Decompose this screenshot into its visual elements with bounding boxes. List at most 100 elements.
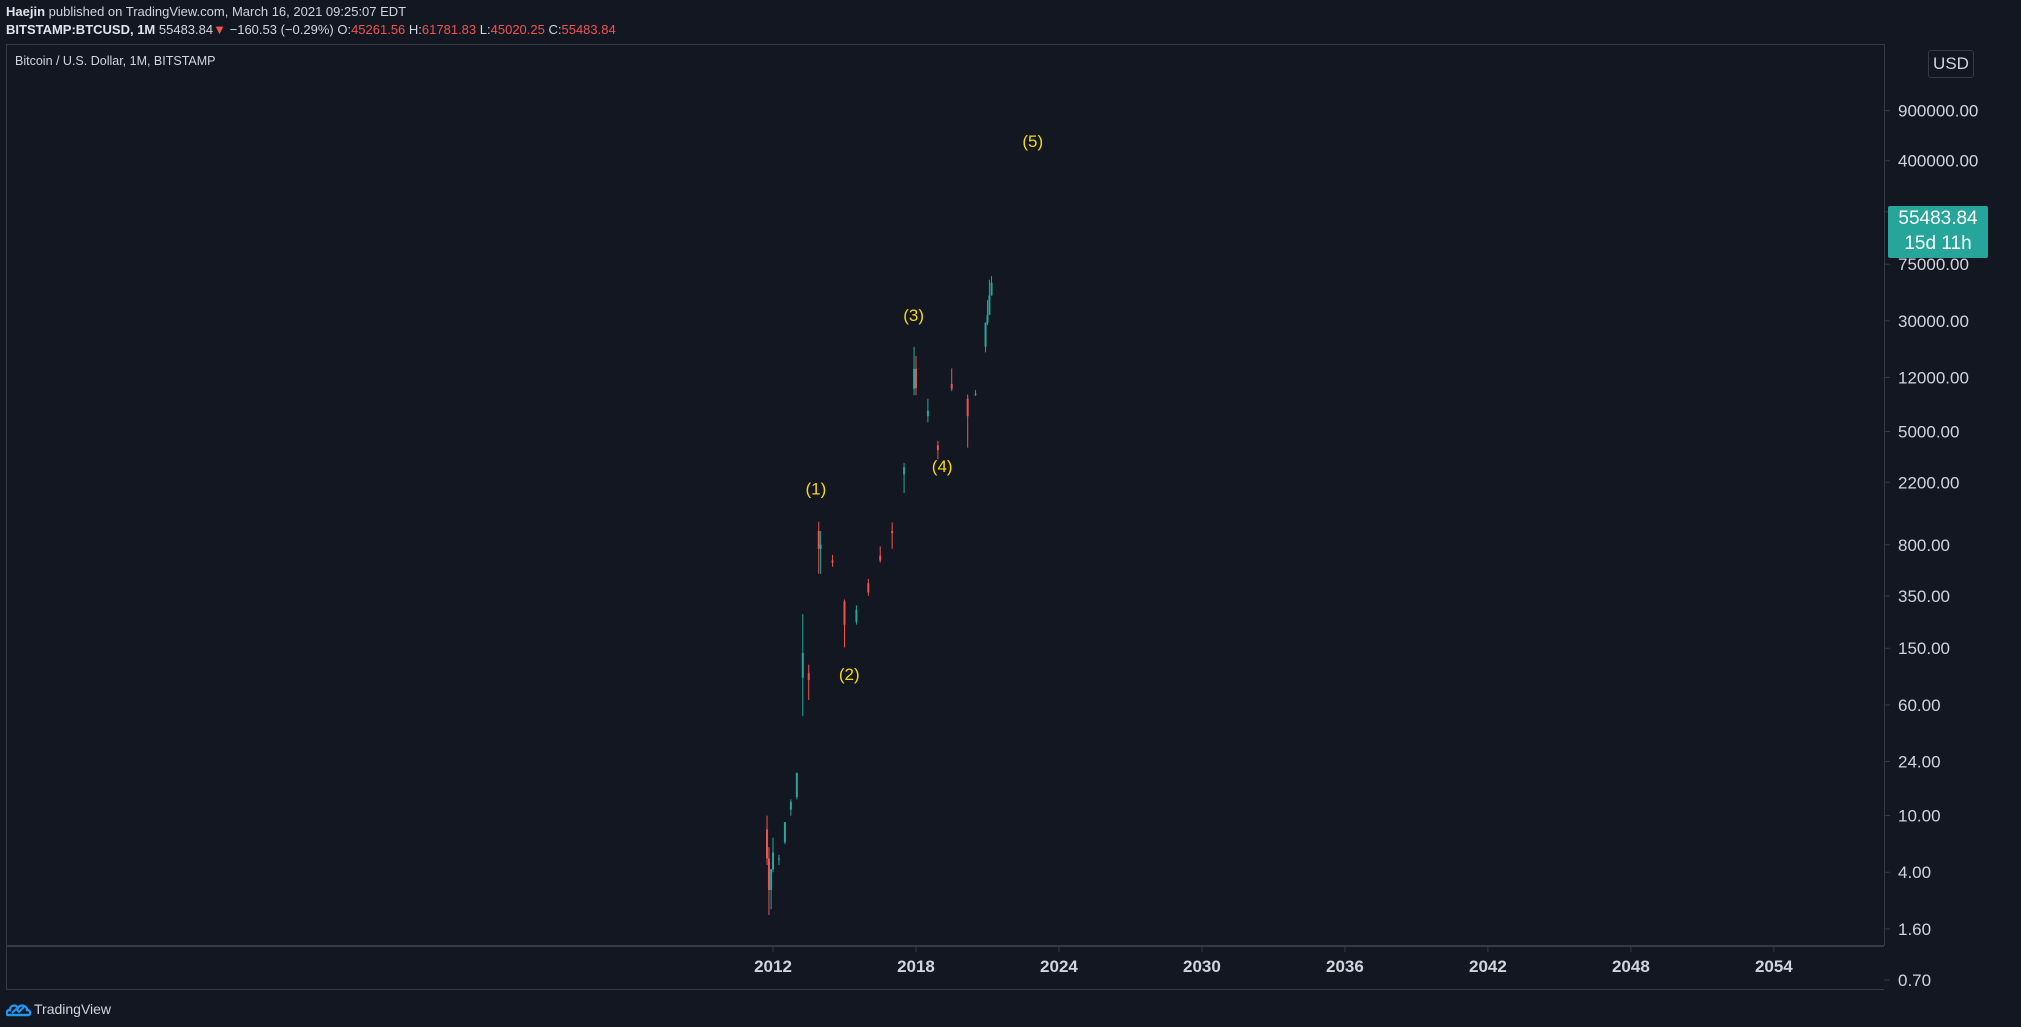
candle[interactable] (789, 799, 792, 816)
tradingview-brand[interactable]: TradingView (34, 1001, 112, 1017)
time-ticks-group: 2012 2018 2024 2030 2036 2042 2048 2054 (754, 946, 1793, 976)
candle-body (795, 772, 798, 798)
price-tick-label: 900000.00 (1898, 102, 1978, 121)
time-tick-label: 2054 (1755, 957, 1793, 976)
ohlc-line: BITSTAMP:BTCUSD, 1M 55483.84▼ −160.53 (−… (6, 22, 616, 37)
low-label: L: (479, 22, 491, 37)
tradingview-logo-icon[interactable] (6, 1000, 32, 1018)
candle[interactable] (913, 346, 916, 396)
time-tick-label: 2042 (1469, 957, 1507, 976)
candle[interactable] (855, 605, 858, 625)
high-value: 61781.83 (421, 22, 477, 37)
candle[interactable] (926, 398, 929, 423)
price-tick-label: 30000.00 (1898, 312, 1969, 331)
candle-body (819, 544, 822, 549)
candle-body (974, 393, 977, 395)
open-label: O: (337, 22, 352, 37)
candle[interactable] (843, 599, 846, 648)
candle[interactable] (783, 822, 786, 845)
price-tick-label: 400000.00 (1898, 152, 1978, 171)
close-value: 55483.84 (561, 22, 616, 37)
candle-body (783, 822, 786, 843)
bar-countdown: 15d 11h (1904, 233, 1972, 254)
price-axis[interactable] (1884, 44, 2021, 946)
low-value: 45020.25 (490, 22, 545, 37)
candle-body (767, 858, 770, 891)
price-tick-label: 4.00 (1898, 863, 1931, 882)
candle[interactable] (974, 389, 977, 396)
time-tick-label: 2030 (1183, 957, 1221, 976)
candle[interactable] (966, 394, 969, 448)
time-axis[interactable] (6, 946, 1884, 990)
candle[interactable] (777, 854, 780, 865)
candle-body (914, 368, 917, 389)
candle-body (855, 609, 858, 622)
wave-label: (3) (903, 306, 924, 325)
candle[interactable] (879, 546, 882, 563)
candle[interactable] (936, 440, 939, 460)
candle[interactable] (795, 772, 798, 800)
candle[interactable] (770, 869, 773, 910)
candle-body (770, 869, 773, 891)
candle-body (801, 652, 804, 678)
price-tick-label: 0.70 (1898, 971, 1931, 990)
candle-body (807, 673, 810, 680)
symbol-label[interactable]: BITSTAMP:BTCUSD, 1M (6, 22, 156, 37)
candle-body (966, 398, 969, 417)
candle[interactable] (903, 463, 906, 493)
last-value: 55483.84 (158, 22, 214, 37)
candle[interactable] (950, 368, 953, 392)
time-tick-label: 2018 (897, 957, 935, 976)
price-tick-label: 350.00 (1898, 587, 1950, 606)
candle-body (789, 801, 792, 810)
price-tick-label: 24.00 (1898, 752, 1941, 771)
published-text: published on TradingView.com, March 16, … (48, 4, 407, 19)
candle[interactable] (767, 847, 770, 916)
footer (0, 990, 2021, 1027)
price-tick-label: 75000.00 (1898, 255, 1969, 274)
close-label: C: (548, 22, 562, 37)
last-price-value: 55483.84 (1898, 208, 1978, 229)
candle-body (777, 858, 780, 860)
candle-body (867, 583, 870, 593)
high-label: H: (408, 22, 422, 37)
candle[interactable] (891, 522, 894, 549)
down-arrow-icon: ▼ (213, 22, 226, 37)
candle[interactable] (867, 578, 870, 596)
candle-body (988, 295, 991, 315)
wave-label: (2) (839, 665, 860, 684)
chart-pane[interactable] (6, 44, 1884, 946)
wave-label: (5) (1022, 132, 1043, 151)
candle[interactable] (766, 815, 769, 865)
candle-body (843, 601, 846, 625)
price-tick-label: 12000.00 (1898, 368, 1969, 387)
candle[interactable] (984, 322, 987, 353)
price-tick-label: 2200.00 (1898, 473, 1959, 492)
candle[interactable] (831, 554, 834, 567)
candle-body (817, 531, 820, 549)
candle[interactable] (772, 837, 774, 873)
candle-body (990, 282, 993, 296)
currency-button[interactable]: USD (1928, 50, 1974, 78)
candle[interactable] (914, 355, 917, 396)
candle-body (984, 322, 987, 347)
price-tick-label: 60.00 (1898, 696, 1941, 715)
candle[interactable] (990, 276, 993, 296)
candle-body (772, 852, 774, 870)
publisher-name[interactable]: Haejin (6, 4, 46, 19)
time-tick-label: 2048 (1612, 957, 1650, 976)
candle-body (936, 445, 939, 451)
time-tick-label: 2012 (754, 957, 792, 976)
candle[interactable] (807, 664, 810, 700)
candle[interactable] (817, 521, 820, 574)
candle-body (891, 531, 894, 534)
price-tick-label: 10.00 (1898, 807, 1941, 826)
wave-labels-group: (1) (2) (3) (4) (5) (806, 132, 1044, 684)
candle-body (926, 410, 929, 417)
candle[interactable] (988, 279, 991, 315)
time-tick-label: 2036 (1326, 957, 1364, 976)
candle[interactable] (986, 300, 989, 326)
candle[interactable] (801, 614, 804, 717)
candle[interactable] (819, 531, 822, 574)
